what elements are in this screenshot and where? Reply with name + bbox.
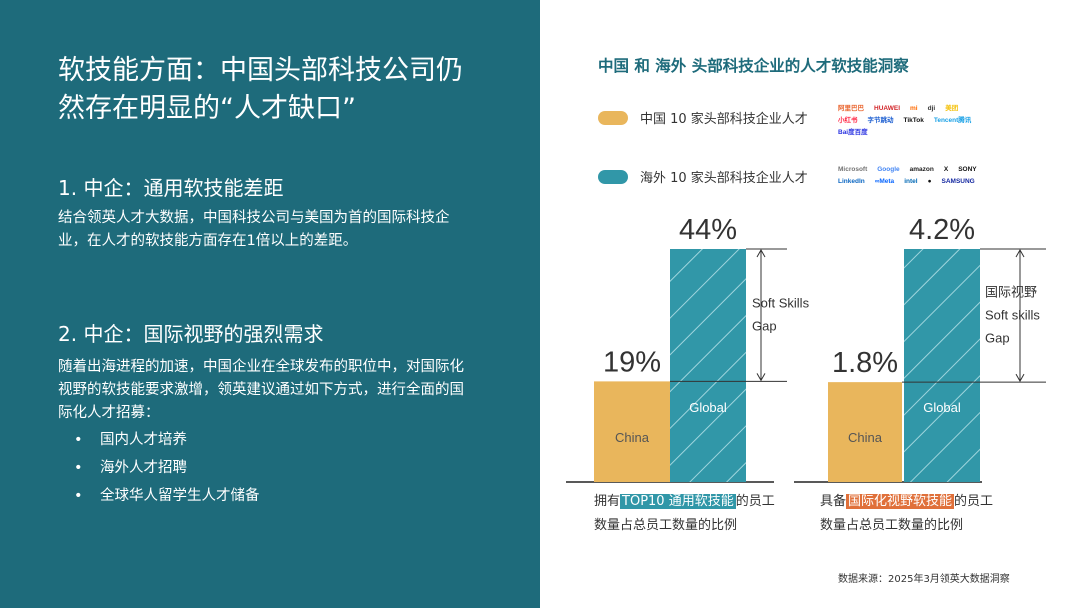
- company-logo: Microsoft: [838, 166, 868, 173]
- gap-label: 国际视野: [985, 285, 1037, 300]
- section1-body: 结合领英人才大数据，中国科技公司与美国为首的国际科技企业，在人才的软技能方面存在…: [58, 210, 450, 249]
- company-logo: HUAWEI: [874, 105, 900, 112]
- company-logo: ●: [927, 178, 932, 185]
- bar-china: [828, 382, 902, 482]
- company-logo: Bai度百度: [838, 129, 868, 136]
- bullet-item: 全球华人留学生人才储备: [74, 482, 260, 510]
- bar-value-label: 44%: [679, 214, 737, 246]
- company-logo: intel: [904, 178, 918, 185]
- bar-category-label: China: [848, 430, 883, 445]
- bar-value-label: 4.2%: [909, 214, 975, 246]
- company-logo: SONY: [958, 166, 977, 173]
- company-logo: X: [943, 166, 949, 173]
- gap-label: Gap: [985, 331, 1010, 346]
- company-logo: mi: [910, 105, 918, 112]
- bar-hatch: [670, 249, 746, 482]
- gap-label: Soft skills: [985, 308, 1040, 323]
- bar-value-label: 1.8%: [832, 347, 898, 379]
- right-panel: 中国 和 海外 头部科技企业的人才软技能洞察 中国 10 家头部科技企业人才 阿…: [540, 0, 1080, 608]
- legend-global: 海外 10 家头部科技企业人才: [598, 167, 808, 186]
- china-company-logos: 阿里巴巴 HUAWEI mi dji 美团小红书 字节跳动 TikTok Tencent腾讯 B…: [836, 104, 986, 137]
- caption-right-pre: 具备: [820, 494, 847, 509]
- section2-heading: 2. 中企：国际视野的强烈需求: [58, 322, 324, 346]
- section2-body: 随着出海进程的加速，中国企业在全球发布的职位中，对国际化视野的软技能要求激增，领…: [58, 359, 464, 421]
- caption-right-line2: 数量占总员工数量的比例: [820, 518, 964, 533]
- company-logo: 阿里巴巴: [838, 105, 864, 112]
- page-title: 软技能方面：中国头部科技公司仍然存在明显的“人才缺口”: [58, 55, 463, 124]
- caption-left: 拥有 TOP10 通用软技能 的员工 数量占总员工数量的比例: [594, 490, 775, 538]
- company-logo: 小红书: [838, 117, 858, 124]
- legend-label-global: 海外 10 家头部科技企业人才: [640, 171, 808, 186]
- bar-category-label: Global: [923, 400, 961, 415]
- company-logo: dji: [927, 105, 936, 112]
- bar-hatch: [904, 249, 980, 482]
- caption-left-pre: 拥有: [594, 494, 621, 509]
- company-logo: ∞Meta: [874, 178, 895, 185]
- company-logo: Tencent腾讯: [933, 117, 972, 124]
- gap-arrow-head-bottom: [1015, 373, 1025, 383]
- caption-right-highlight: 国际化视野软技能: [846, 494, 955, 509]
- data-source: 数据来源：2025年3月领英大数据洞察: [838, 574, 1010, 585]
- bar-value-label: 19%: [603, 346, 661, 378]
- legend-swatch-china: [598, 110, 628, 125]
- chart-title: 中国 和 海外 头部科技企业的人才软技能洞察: [598, 57, 909, 75]
- caption-left-post: 的员工: [735, 494, 775, 509]
- legend-swatch-global: [598, 169, 628, 184]
- gap-arrow-head-bottom: [756, 373, 766, 382]
- bar-category-label: Global: [689, 400, 727, 415]
- caption-right: 具备 国际化视野软技能 的员工 数量占总员工数量的比例: [820, 490, 993, 538]
- recruitment-bullet-list: 国内人才培养 海外人才招聘 全球华人留学生人才储备: [74, 426, 260, 510]
- bullet-item: 海外人才招聘: [74, 454, 260, 482]
- bar-china: [594, 381, 670, 482]
- company-logo: Google: [877, 166, 900, 173]
- company-logo: SAMSUNG: [941, 178, 975, 185]
- left-panel: 软技能方面：中国头部科技公司仍然存在明显的“人才缺口” 1. 中企：通用软技能差…: [0, 0, 540, 608]
- company-logo: amazon: [909, 166, 934, 173]
- bar-category-label: China: [615, 430, 650, 445]
- section1-heading: 1. 中企：通用软技能差距: [58, 176, 284, 200]
- global-company-logos: Microsoft Google amazon X SONY LinkedIn ∞Meta i…: [836, 165, 986, 186]
- legend-china: 中国 10 家头部科技企业人才: [598, 108, 808, 127]
- gap-arrow-head-top: [1015, 248, 1025, 258]
- caption-left-line2: 数量占总员工数量的比例: [594, 518, 738, 533]
- legend-label-china: 中国 10 家头部科技企业人才: [640, 112, 808, 127]
- gap-label: Soft Skills: [752, 296, 810, 311]
- company-logo: TikTok: [903, 117, 924, 124]
- soft-skills-bar-charts: China 19% Global 44% Soft Skills Gap China 1.8%…: [566, 214, 1046, 483]
- bullet-item: 国内人才培养: [74, 426, 260, 454]
- company-logo: LinkedIn: [838, 178, 865, 185]
- caption-right-post: 的员工: [954, 494, 994, 509]
- company-logo: 字节跳动: [867, 117, 894, 124]
- gap-label: Gap: [752, 319, 777, 334]
- company-logo: 美团: [945, 105, 959, 112]
- gap-arrow-head-top: [756, 248, 766, 258]
- caption-left-highlight: TOP10 通用软技能: [620, 494, 736, 509]
